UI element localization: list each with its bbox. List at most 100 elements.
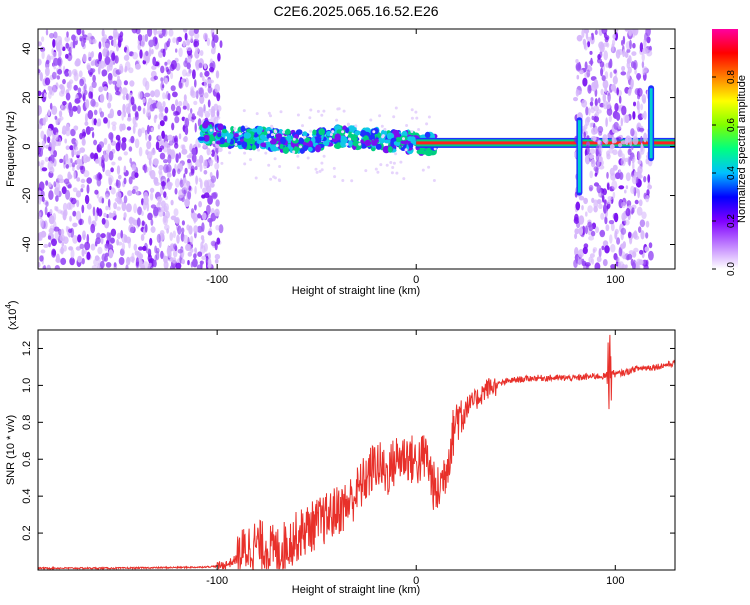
noise-blob [128,146,133,152]
faint-blob [372,130,376,134]
noise-blob [605,224,610,232]
noise-blob [52,38,56,48]
noise-blob [193,100,198,106]
faint-blob [358,142,362,146]
faint-blob [394,152,398,156]
noise-blob [72,222,78,228]
x-tick-label: 100 [606,575,624,587]
noise-blob [588,107,591,116]
noise-blob [602,93,607,103]
noise-blob [200,235,205,241]
trail-blob [286,135,292,141]
noise-blob [138,146,143,157]
noise-blob [160,250,164,260]
noise-blob [164,106,169,114]
trail-blob [197,136,206,141]
noise-blob [123,195,128,204]
noise-blob [144,92,151,98]
spectrogram-data [38,29,675,269]
noise-blob [214,241,218,251]
noise-blob [109,108,115,119]
noise-blob [216,237,221,245]
faint-blob [404,148,408,152]
noise-blob [51,249,57,256]
noise-blob [175,48,178,53]
noise-blob [573,97,578,102]
noise-blob [105,252,109,257]
noise-blob [41,36,45,42]
noise-blob [618,143,623,148]
faint-blob [268,137,272,141]
y-tick-label: 0.4 [21,489,33,504]
noise-blob [211,38,216,49]
trail-blob [304,137,311,143]
noise-blob [55,253,60,263]
faint-blob [320,113,324,117]
noise-blob [82,53,87,63]
noise-blob [123,151,128,156]
noise-blob [587,84,592,94]
noise-blob [98,41,102,49]
noise-blob [97,246,103,255]
noise-blob [85,156,91,162]
noise-blob [84,121,89,126]
faint-blob [414,110,418,114]
faint-blob [278,165,282,168]
noise-blob [632,29,636,38]
noise-blob [174,116,180,124]
noise-blob [94,212,98,222]
noise-blob [64,72,70,77]
noise-blob [55,195,59,202]
noise-blob [145,80,150,91]
noise-blob [103,212,107,218]
trail-blob [282,146,290,154]
noise-blob [68,183,73,189]
noise-blob [119,123,123,132]
trail-blob [233,133,239,138]
noise-blob [38,198,42,205]
noise-blob [60,85,65,95]
noise-blob [600,212,605,220]
noise-blob [167,93,171,101]
noise-blob [583,197,588,205]
noise-blob [173,243,177,250]
noise-blob [84,83,87,92]
faint-blob [378,114,382,118]
noise-blob [169,232,173,241]
noise-blob [158,164,164,171]
noise-blob [159,152,166,160]
noise-blob [75,246,81,251]
spike-inner [577,120,581,193]
noise-blob [643,39,647,48]
trail-blob [283,130,291,135]
noise-blob [148,134,152,141]
trail-blob [348,140,353,147]
noise-blob [126,126,132,131]
noise-blob [116,179,121,189]
colorbar-label: Normalized spectral amplitude [736,75,748,223]
noise-blob [207,195,214,205]
noise-blob [40,159,45,166]
noise-blob [74,60,80,67]
faint-blob [273,157,277,161]
noise-blob [164,61,168,66]
noise-blob [106,64,110,73]
noise-blob [68,102,72,111]
noise-blob [161,130,166,139]
noise-blob [174,188,178,195]
noise-blob [148,39,155,48]
faint-blob [383,127,387,131]
noise-blob [125,203,132,213]
noise-blob [146,124,150,135]
noise-blob [195,46,200,54]
noise-blob [645,232,649,239]
noise-blob [604,36,609,43]
noise-blob [87,110,94,120]
noise-blob [630,61,635,69]
y-tick-label: -20 [21,188,33,204]
spectrogram-y-ticks: -40 -20 0 20 40 [21,42,675,252]
noise-blob [111,52,116,61]
noise-blob [134,250,140,256]
noise-blob [65,126,71,137]
